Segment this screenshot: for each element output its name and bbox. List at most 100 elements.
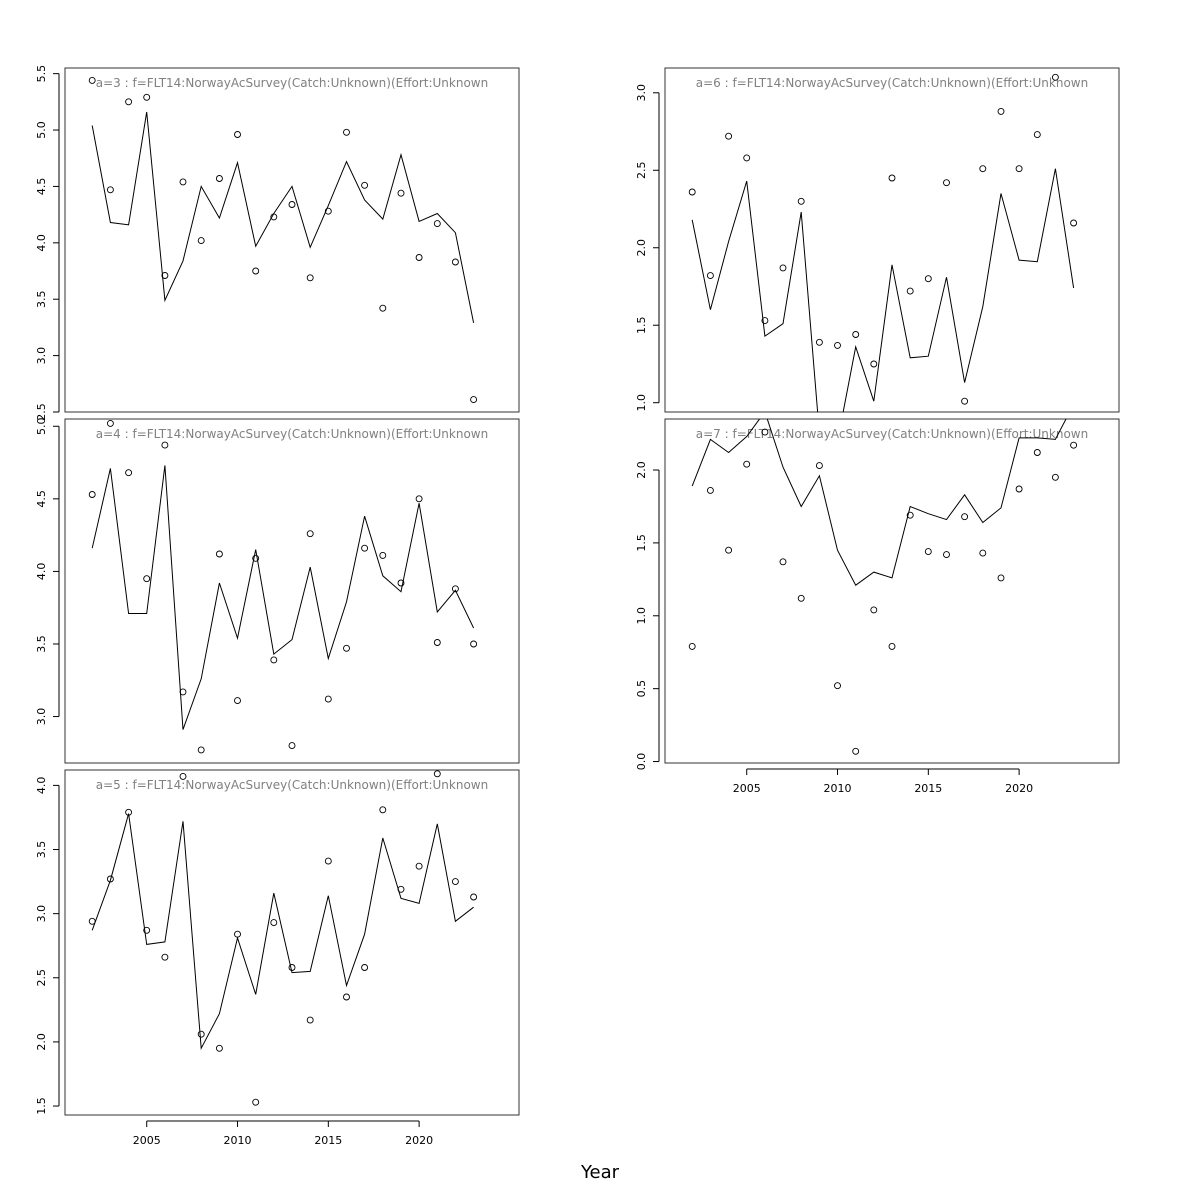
observed-point — [125, 98, 133, 106]
y-tick-label: 4.5 — [35, 490, 48, 508]
observed-point — [106, 186, 114, 194]
x-tick-label: 2015 — [314, 1134, 342, 1147]
observed-point — [306, 274, 314, 282]
observed-point — [197, 237, 205, 245]
observed-point — [906, 287, 914, 295]
plot-area — [688, 419, 1078, 755]
observed-point — [852, 747, 860, 755]
observed-point — [1070, 219, 1078, 227]
observed-point — [125, 469, 133, 477]
observed-point — [161, 953, 169, 961]
observed-point — [997, 574, 1005, 582]
observed-point — [252, 554, 260, 562]
panel-title: a=4 : f=FLT14:NorwayAcSurvey(Catch:Unkno… — [96, 427, 488, 441]
observed-point — [125, 808, 133, 816]
panel-frame — [64, 769, 520, 1116]
y-tick-label: 0.5 — [635, 680, 648, 698]
observed-point — [979, 165, 987, 173]
observed-point — [397, 189, 405, 197]
y-tick-label: 4.5 — [35, 178, 48, 196]
y-tick-label: 1.5 — [35, 1097, 48, 1115]
observed-point — [143, 926, 151, 934]
y-tick-label: 4.0 — [35, 234, 48, 252]
observed-point — [706, 272, 714, 280]
observed-point — [143, 575, 151, 583]
observed-point — [451, 878, 459, 886]
panel-frame — [64, 418, 520, 764]
fitted-line — [91, 813, 474, 1051]
observed-point — [797, 594, 805, 602]
observed-point — [343, 644, 350, 652]
y-tick-label: 3.0 — [35, 708, 48, 726]
observed-point — [1015, 485, 1023, 493]
observed-point — [306, 1016, 314, 1024]
observed-point — [997, 107, 1005, 115]
observed-point — [870, 606, 878, 614]
panel-title: a=5 : f=FLT14:NorwayAcSurvey(Catch:Unkno… — [96, 778, 488, 792]
y-tick-label: 0.0 — [635, 753, 648, 771]
observed-point — [852, 331, 860, 338]
observed-point — [179, 178, 187, 186]
observed-point — [725, 132, 733, 140]
observed-point — [815, 338, 823, 346]
observed-point — [343, 128, 350, 136]
x-tick-label: 2020 — [405, 1134, 433, 1147]
observed-point — [979, 549, 987, 557]
plot-area — [88, 419, 478, 754]
y-tick-label: 3.0 — [35, 347, 48, 365]
y-tick-label: 3.5 — [35, 635, 48, 653]
observed-point — [961, 397, 969, 405]
observed-point — [215, 550, 223, 558]
observed-point — [888, 174, 896, 182]
y-tick-label: 4.0 — [35, 563, 48, 581]
observed-point — [161, 441, 169, 449]
observed-point — [1051, 473, 1059, 481]
observed-point — [1070, 441, 1078, 449]
observed-point — [343, 993, 350, 1001]
plot-area — [88, 770, 478, 1106]
observed-point — [197, 746, 205, 754]
observed-point — [761, 428, 769, 436]
y-tick-label: 1.0 — [635, 607, 648, 625]
observed-point — [397, 579, 405, 587]
panel-title: a=3 : f=FLT14:NorwayAcSurvey(Catch:Unkno… — [96, 76, 488, 90]
observed-point — [779, 264, 787, 272]
fitted-line — [691, 419, 1067, 586]
observed-point — [1015, 165, 1023, 173]
observed-point — [179, 772, 187, 780]
x-tick-label: 2020 — [1005, 782, 1033, 795]
observed-point — [433, 639, 441, 646]
y-tick-label: 3.0 — [635, 84, 648, 102]
observed-point — [688, 188, 696, 196]
observed-point — [361, 964, 369, 971]
observed-point — [1033, 449, 1041, 456]
observed-point — [361, 544, 369, 552]
panel-frame — [64, 67, 520, 413]
panel-frame — [664, 418, 1120, 764]
y-tick-label: 3.5 — [35, 290, 48, 308]
panel-title: a=7 : f=FLT14:NorwayAcSurvey(Catch:Unkno… — [696, 427, 1088, 441]
y-tick-label: 5.0 — [35, 418, 48, 436]
panel-a6: a=6 : f=FLT14:NorwayAcSurvey(Catch:Unkno… — [635, 67, 1120, 413]
observed-point — [143, 93, 151, 101]
panel-a4: a=4 : f=FLT14:NorwayAcSurvey(Catch:Unkno… — [35, 418, 520, 764]
observed-point — [451, 585, 459, 593]
observed-point — [88, 917, 96, 925]
plot-area — [688, 73, 1078, 412]
observed-point — [415, 862, 423, 870]
x-tick-label: 2010 — [224, 1134, 252, 1147]
observed-point — [270, 919, 278, 927]
observed-point — [415, 254, 423, 261]
observed-point — [397, 885, 405, 893]
observed-point — [888, 642, 896, 650]
observed-point — [870, 360, 878, 368]
y-tick-label: 1.0 — [635, 394, 648, 412]
observed-point — [324, 695, 332, 703]
observed-point — [270, 213, 278, 221]
observed-point — [288, 742, 296, 750]
fitted-line — [691, 168, 1075, 412]
observed-point — [924, 275, 932, 283]
observed-point — [324, 857, 332, 865]
y-tick-label: 1.5 — [635, 534, 648, 552]
